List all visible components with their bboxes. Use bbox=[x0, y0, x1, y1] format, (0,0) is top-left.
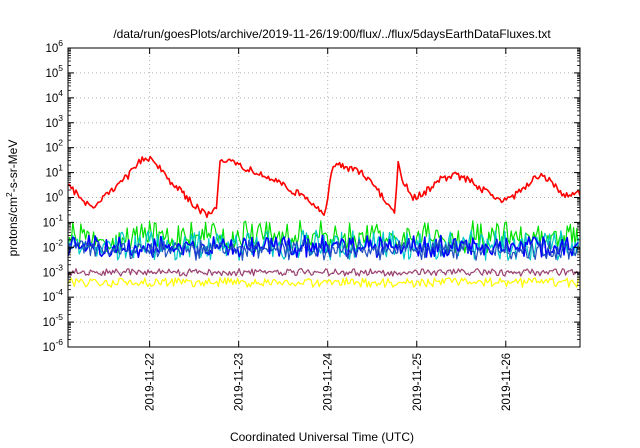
y-tick-label: 10-4 bbox=[43, 287, 64, 304]
series-layer bbox=[68, 155, 580, 288]
y-tick-label: 10-1 bbox=[43, 212, 64, 229]
y-axis-label-rest: -s-sr-MeV bbox=[6, 140, 20, 193]
y-tick-label-exp: -5 bbox=[55, 312, 63, 322]
y-tick-label-base: 10 bbox=[45, 93, 58, 105]
y-tick-label-base: 10 bbox=[43, 267, 56, 279]
y-tick-label-exp: -6 bbox=[55, 337, 63, 347]
y-tick-label: 105 bbox=[45, 63, 63, 80]
x-tick-label: 2019-11-23 bbox=[234, 353, 246, 411]
y-axis-label: protons/cm2-s-sr-MeV bbox=[4, 140, 20, 257]
y-tick-label: 10-6 bbox=[43, 337, 64, 354]
y-tick-label-base: 10 bbox=[43, 217, 56, 229]
y-tick-label-base: 10 bbox=[45, 143, 58, 155]
x-tick-label: 2019-11-22 bbox=[145, 353, 157, 411]
y-tick-label: 103 bbox=[45, 113, 63, 130]
y-tick-label-base: 10 bbox=[43, 342, 56, 354]
y-tick-label-exp: -1 bbox=[55, 212, 63, 222]
series-line bbox=[68, 277, 579, 288]
y-tick-label: 10-3 bbox=[43, 262, 64, 279]
chart-title: /data/run/goesPlots/archive/2019-11-26/1… bbox=[113, 27, 551, 41]
y-tick-label: 106 bbox=[45, 38, 63, 55]
y-tick-label: 104 bbox=[45, 88, 63, 105]
series-line-red bbox=[68, 155, 580, 219]
y-tick-label: 10-2 bbox=[43, 237, 64, 254]
y-tick-label-base: 10 bbox=[45, 193, 58, 205]
grid-lines bbox=[68, 48, 580, 347]
y-tick-label-base: 10 bbox=[43, 317, 56, 329]
y-tick-label-exp: -2 bbox=[55, 237, 63, 247]
y-tick-label: 101 bbox=[45, 163, 63, 180]
y-tick-label-base: 10 bbox=[45, 43, 58, 55]
y-tick-label-base: 10 bbox=[45, 168, 58, 180]
x-axis-label: Coordinated Universal Time (UTC) bbox=[230, 430, 414, 444]
y-tick-label-base: 10 bbox=[43, 242, 56, 254]
y-tick-label-base: 10 bbox=[45, 118, 58, 130]
y-tick-label-exp: 3 bbox=[58, 113, 63, 123]
x-tick-label: 2019-11-26 bbox=[501, 353, 513, 411]
x-tick-label: 2019-11-25 bbox=[412, 353, 424, 411]
y-tick-label-exp: 0 bbox=[58, 188, 63, 198]
x-tick-label: 2019-11-24 bbox=[323, 352, 335, 411]
y-tick-label-exp: 1 bbox=[58, 163, 63, 173]
y-tick-label-exp: 4 bbox=[58, 88, 63, 98]
axes: 10-610-510-410-310-210-11001011021031041… bbox=[43, 38, 580, 411]
series-line bbox=[68, 268, 579, 277]
y-tick-label-base: 10 bbox=[45, 68, 58, 80]
y-tick-label-exp: 2 bbox=[58, 138, 63, 148]
y-tick-label-exp: -4 bbox=[55, 287, 63, 297]
series-line bbox=[68, 239, 579, 261]
y-tick-label-base: 10 bbox=[43, 292, 56, 304]
y-tick-label: 102 bbox=[45, 138, 63, 155]
y-tick-label-exp: 6 bbox=[58, 38, 63, 48]
y-tick-label-exp: 5 bbox=[58, 63, 63, 73]
series-line bbox=[68, 220, 579, 254]
y-axis-label-exp: 2 bbox=[4, 192, 14, 197]
y-tick-label-exp: -3 bbox=[55, 262, 63, 272]
y-tick-label: 10-5 bbox=[43, 312, 64, 329]
y-axis-label-base: protons/cm bbox=[6, 197, 20, 256]
y-tick-label: 100 bbox=[45, 188, 63, 205]
